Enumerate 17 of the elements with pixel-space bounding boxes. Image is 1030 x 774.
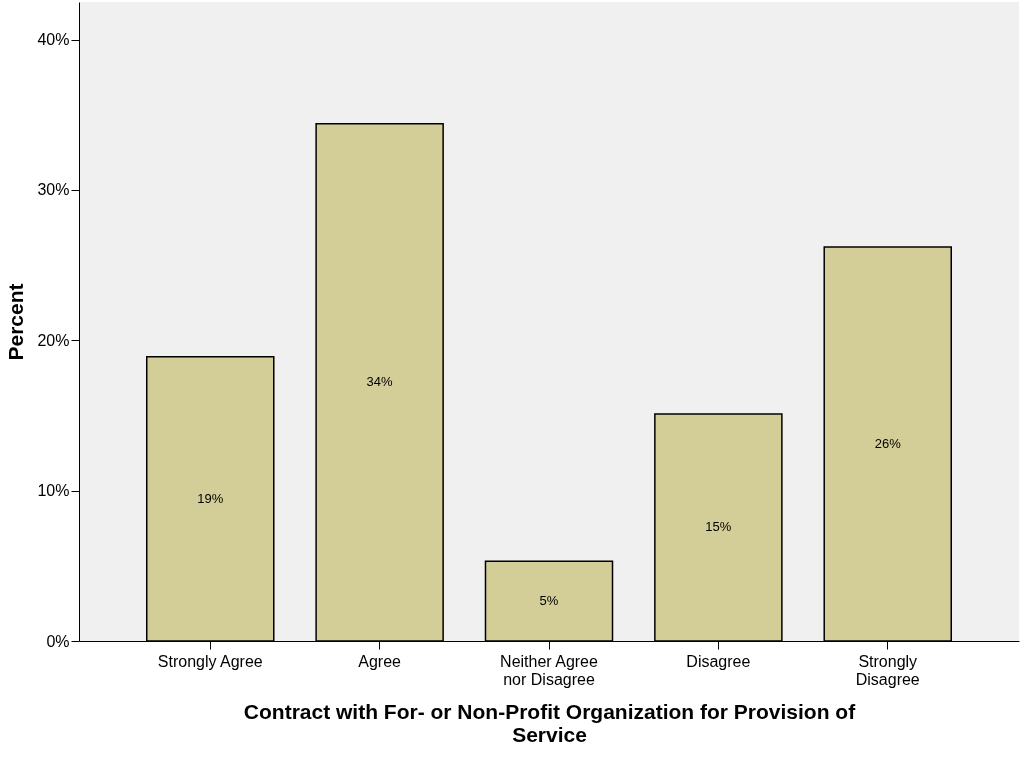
data-label: 5% xyxy=(539,593,559,609)
x-tick-label: Neither Agree nor Disagree xyxy=(500,652,599,688)
x-tick-label: Strongly Disagree xyxy=(855,652,920,688)
data-label: 19% xyxy=(197,490,224,506)
data-label: 34% xyxy=(366,374,394,390)
data-label: 15% xyxy=(705,519,732,535)
y-tick-label: 30% xyxy=(37,181,70,199)
y-tick-label: 20% xyxy=(37,331,70,349)
y-tick-label: 40% xyxy=(37,31,70,49)
y-tick-label: 10% xyxy=(37,482,70,500)
data-label: 26% xyxy=(874,436,902,452)
x-tick-label: Strongly Agree xyxy=(157,652,263,670)
y-axis-title: Percent xyxy=(4,283,28,361)
x-axis-title: Contract with For- or Non-Profit Organization for Provision of Service xyxy=(243,699,857,746)
x-tick-label: Agree xyxy=(358,652,402,670)
y-tick-label: 0% xyxy=(46,632,70,650)
x-tick-label: Disagree xyxy=(686,652,751,670)
